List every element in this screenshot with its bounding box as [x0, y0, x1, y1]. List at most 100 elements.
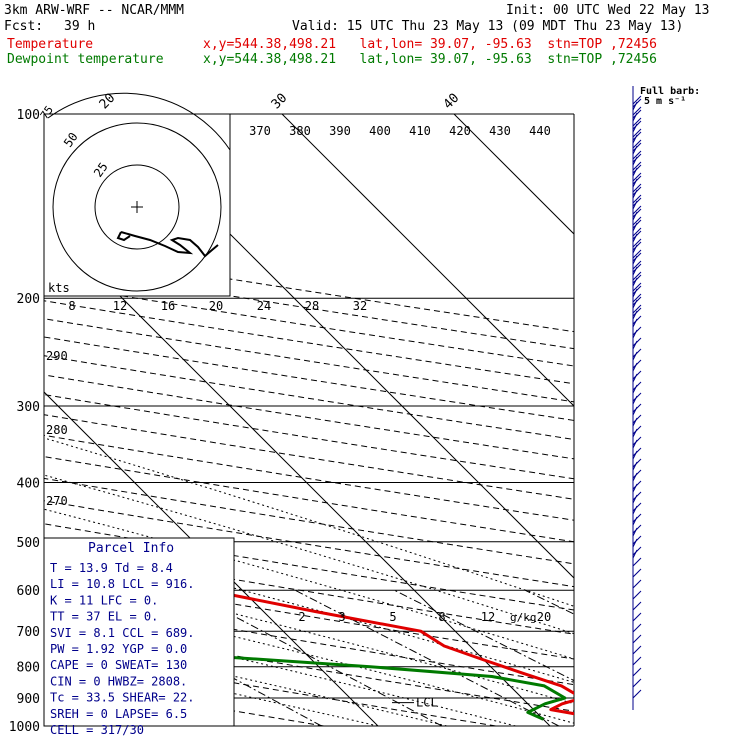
profile-lines	[44, 552, 574, 721]
wind-barb	[632, 384, 638, 394]
theta-label: 380	[289, 124, 311, 138]
wind-barb	[632, 516, 638, 526]
isotherm-label: 30	[269, 91, 291, 113]
theta-label: 390	[329, 124, 351, 138]
wind-barb	[632, 623, 642, 633]
theta-side-label: 280	[46, 423, 68, 437]
wind-barb	[632, 538, 638, 548]
barb-legend-title: Full barb:	[640, 86, 700, 97]
wind-barb	[632, 329, 638, 339]
wind-barb	[632, 249, 642, 259]
mixing-ratio-label: 5	[389, 610, 396, 624]
mixing-ratio-line	[394, 589, 574, 682]
wind-barb	[632, 255, 638, 265]
model-title: 3km ARW-WRF -- NCAR/MMM	[4, 3, 185, 18]
wind-barb	[632, 128, 642, 138]
mixing-ratio-unit: g/kg	[510, 611, 537, 624]
wind-barb	[632, 227, 642, 237]
wind-barb	[632, 95, 642, 105]
parcel-info-line: SVI = 8.1 CCL = 689.	[50, 626, 195, 640]
mixing-ratio-label: 3	[338, 610, 345, 624]
wind-barb	[632, 689, 642, 699]
parcel-info-line: K = 11 LFC = 0.	[50, 593, 158, 607]
wind-barb	[632, 161, 642, 171]
pressure-tick-label: 900	[17, 692, 40, 707]
parcel-box-frame	[43, 537, 235, 727]
wind-barb	[632, 557, 642, 567]
forecast-label: Fcst:	[4, 19, 44, 34]
hodograph-trace	[116, 231, 131, 242]
wind-barb	[632, 150, 642, 160]
parcel-info-line: LI = 10.8 LCL = 916.	[50, 577, 195, 591]
wind-barb	[632, 395, 638, 405]
mixing-ratio-line	[294, 589, 560, 726]
parcel-info-line: CAPE = 0 SWEAT= 130	[50, 658, 187, 672]
pressure-tick-label: 500	[17, 536, 40, 551]
hodograph: 25 50 75	[38, 92, 231, 297]
parcel-info-line: CIN = 0 HWBZ= 2808.	[50, 674, 187, 688]
wind-barb	[632, 417, 638, 427]
hodograph-ring-label: 75	[38, 103, 56, 121]
parcel-info-line: CELL = 317/30	[50, 723, 144, 737]
wind-barb	[632, 439, 638, 449]
theta-side-label: 270	[46, 494, 68, 508]
mixing-ratio-label: 2	[298, 610, 305, 624]
mixing-ratio-label: 12	[481, 610, 495, 624]
wind-barb	[632, 645, 642, 655]
wind-barb	[632, 200, 638, 210]
wind-barb	[632, 656, 642, 666]
mixing-ratio-label: 20	[537, 610, 551, 624]
wind-barb	[632, 406, 638, 416]
dry-adiabat	[44, 318, 574, 403]
hodograph-axis-label: 28	[305, 299, 319, 313]
hodograph-axis-label: 24	[257, 299, 271, 313]
wind-barb	[632, 244, 638, 254]
wind-barb	[632, 156, 638, 166]
wind-barb	[632, 494, 638, 504]
pressure-tick-label: 800	[17, 661, 40, 676]
theta-label: 430	[489, 124, 511, 138]
wind-barb	[632, 527, 638, 537]
isotherm-line	[44, 219, 551, 726]
dry-adiabat	[44, 622, 574, 712]
wind-barb	[632, 189, 638, 199]
wind-barb	[632, 123, 638, 133]
wind-barb	[632, 282, 642, 292]
wind-barb	[632, 299, 638, 309]
dry-adiabat	[44, 596, 574, 686]
wind-barb	[632, 277, 638, 287]
wind-barb	[632, 205, 642, 215]
wind-barb	[632, 304, 642, 314]
hodograph-axis-label: 16	[161, 299, 175, 313]
wind-barb	[632, 134, 638, 144]
dry-adiabat	[44, 282, 574, 367]
wind-barb	[632, 271, 642, 281]
init-time: Init: 00 UTC Wed 22 May 13	[506, 3, 710, 18]
wind-barb	[632, 233, 638, 243]
theta-label: 370	[249, 124, 271, 138]
wind-barb	[632, 222, 638, 232]
wind-barb	[632, 472, 638, 482]
isotherm-line	[453, 114, 574, 235]
mixing-ratio-label: 8	[438, 610, 445, 624]
theta-label: 420	[449, 124, 471, 138]
parcel-info-line: T = 13.9 Td = 8.4	[50, 561, 173, 575]
wind-barb	[632, 167, 638, 177]
wind-barb	[632, 112, 638, 122]
wind-barb	[632, 172, 642, 182]
theta-label: 440	[529, 124, 551, 138]
wind-barb	[632, 318, 638, 328]
hodograph-ring	[52, 122, 222, 292]
wind-barb	[632, 194, 642, 204]
wind-barb	[632, 101, 638, 111]
theta-side-label: 290	[46, 349, 68, 363]
wind-barb	[632, 601, 642, 611]
wind-barb	[632, 362, 638, 372]
pressure-tick-label: 600	[17, 584, 40, 599]
wind-barbs: Full barb:5 m s⁻¹	[632, 86, 700, 710]
wind-barb	[632, 178, 638, 188]
wind-barb	[632, 579, 642, 589]
hodograph-axis-label: 12	[113, 299, 127, 313]
wind-barb	[632, 505, 638, 515]
wind-barb	[632, 483, 638, 493]
